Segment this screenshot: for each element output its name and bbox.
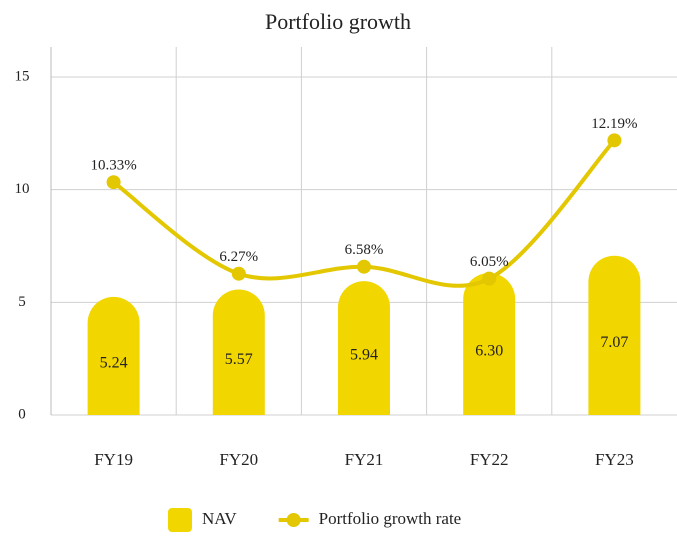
bar: [212, 289, 265, 415]
bar: [588, 255, 641, 415]
bar: [463, 273, 516, 415]
y-tick-label: 5: [18, 294, 26, 310]
chart-title: Portfolio growth: [265, 9, 411, 34]
line-marker: [357, 259, 371, 274]
x-tick-label: FY21: [345, 450, 384, 469]
y-tick-label: 15: [15, 68, 30, 84]
x-tick-label: FY20: [219, 450, 258, 469]
legend-label: NAV: [202, 509, 237, 528]
bar-value-label: 5.57: [225, 351, 253, 368]
y-tick-label: 10: [15, 181, 30, 197]
x-tick-label: FY19: [94, 450, 133, 469]
x-tick-label: FY22: [470, 450, 509, 469]
legend-swatch: [168, 508, 192, 532]
x-tick-label: FY23: [595, 450, 634, 469]
line-value-label: 6.27%: [219, 249, 258, 265]
line-value-label: 6.05%: [470, 254, 509, 270]
bar-value-label: 5.94: [350, 347, 378, 364]
bar: [87, 296, 140, 415]
bar-value-label: 6.30: [475, 343, 503, 360]
line-value-label: 10.33%: [90, 158, 136, 174]
line-value-label: 6.58%: [345, 242, 384, 258]
bar-value-label: 7.07: [600, 334, 628, 351]
line-marker: [231, 266, 246, 281]
line-marker: [482, 271, 497, 286]
bar: [338, 281, 390, 415]
line-marker: [607, 133, 622, 148]
line-value-label: 12.19%: [591, 116, 637, 132]
bar-value-label: 5.24: [100, 355, 128, 372]
legend-label: Portfolio growth rate: [319, 509, 462, 528]
line-marker: [106, 175, 121, 190]
y-tick-label: 0: [18, 406, 26, 422]
legend-swatch-marker: [286, 513, 301, 527]
